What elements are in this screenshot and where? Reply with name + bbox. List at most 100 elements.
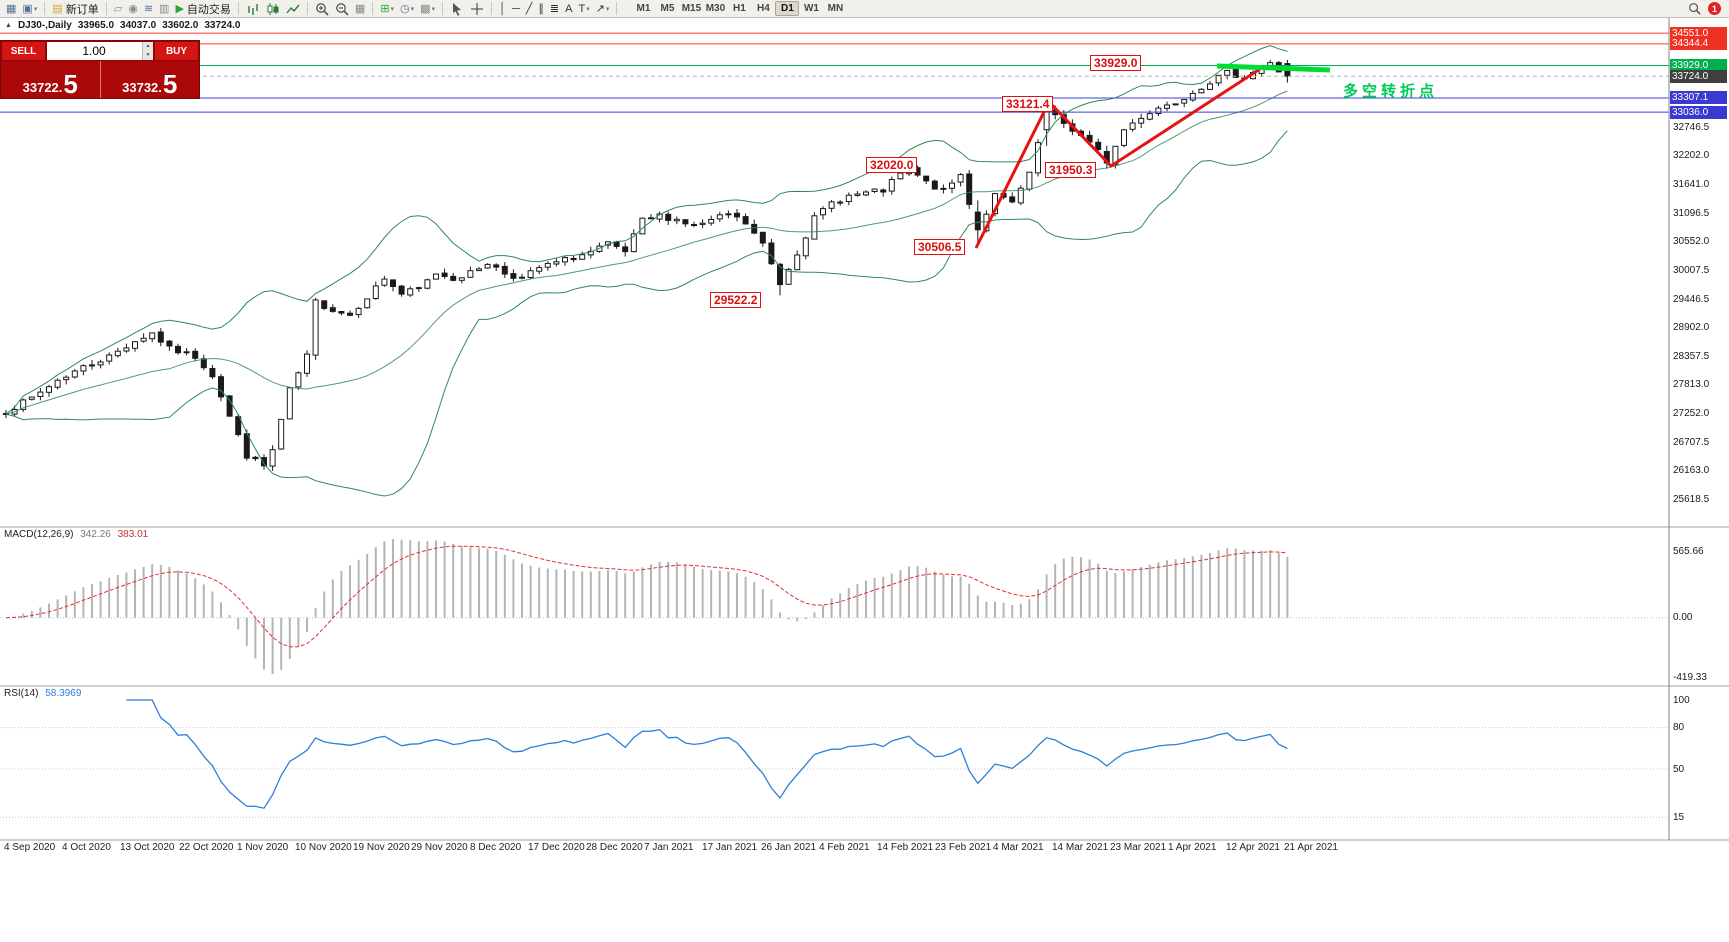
fibonacci-icon[interactable]: ≣	[549, 2, 560, 15]
arrow-tools-icon[interactable]: ↗ ▾	[595, 2, 610, 15]
bollinger-middle-band[interactable]	[5, 90, 1288, 415]
timeframe-h4[interactable]: H4	[751, 1, 775, 16]
time-axis-label: 1 Apr 2021	[1168, 842, 1217, 853]
lot-decrease-button[interactable]: ▼	[143, 51, 153, 60]
line-chart-icon[interactable]	[284, 1, 302, 17]
time-axis-label: 21 Apr 2021	[1284, 842, 1338, 853]
time-axis-label: 28 Dec 2020	[586, 842, 643, 853]
turning-point-note[interactable]: 多空转折点	[1343, 83, 1439, 100]
buy-price[interactable]: 33732. 5	[101, 61, 200, 98]
vertical-line-icon[interactable]: │	[499, 2, 506, 15]
time-axis-label: 14 Feb 2021	[877, 842, 934, 853]
period-icon[interactable]: ◷ ▾	[400, 2, 415, 15]
market-watch-icon[interactable]: ▱	[113, 2, 123, 15]
timeframe-mn[interactable]: MN	[823, 1, 847, 16]
price-axis-label-29446.5: 29446.5	[1673, 294, 1710, 305]
price-callout-33929.0[interactable]: 33929.0	[1090, 55, 1142, 71]
search-icon[interactable]	[1686, 1, 1703, 17]
tile-windows-icon[interactable]: ▦	[354, 2, 366, 15]
terminal-icon[interactable]: ▥	[159, 2, 170, 15]
main-price-panel	[3, 45, 1291, 497]
toolbar-right-group: 1	[1685, 1, 1726, 17]
new-chart-icon[interactable]: ▦	[6, 2, 17, 15]
trendline-icon[interactable]: ╱	[525, 2, 533, 15]
time-axis-label: 23 Feb 2021	[935, 842, 992, 853]
macd-value-main: 342.26	[80, 529, 111, 540]
sell-price[interactable]: 33722. 5	[1, 61, 101, 98]
ohlc-high: 34037.0	[120, 20, 157, 31]
macd-axis-label-0.00: 0.00	[1673, 612, 1693, 623]
timeframe-m30[interactable]: M30	[703, 1, 727, 16]
time-axis-label: 7 Jan 2021	[644, 842, 694, 853]
time-axis-label: 17 Dec 2020	[528, 842, 585, 853]
navigator-icon[interactable]: ≋	[143, 2, 154, 15]
toolbar-separator	[44, 2, 46, 15]
rsi-line	[126, 699, 1288, 809]
toolbar-separator	[491, 2, 493, 15]
rsi-indicator-label: RSI(14) 58.3969	[4, 688, 81, 699]
price-callout-30506.5[interactable]: 30506.5	[914, 239, 966, 255]
turning-point-level-line[interactable]	[1216, 63, 1331, 73]
ohlc-close: 33724.0	[204, 20, 241, 31]
price-callout-33121.4[interactable]: 33121.4	[1002, 96, 1054, 112]
macd-indicator-label: MACD(12,26,9) 342.26 383.01	[4, 529, 148, 540]
candlestick-series	[3, 59, 1291, 471]
time-axis-label: 4 Oct 2020	[62, 842, 111, 853]
time-axis-label: 14 Mar 2021	[1052, 842, 1109, 853]
autotrading-button[interactable]: ▶ 自动交易	[175, 2, 231, 16]
price-callout-32020.0[interactable]: 32020.0	[866, 157, 918, 173]
zoom-out-icon[interactable]	[333, 1, 351, 17]
timeframe-d1[interactable]: D1	[775, 1, 800, 16]
timeframe-m5[interactable]: M5	[655, 1, 679, 16]
timeframe-m1[interactable]: M1	[631, 1, 655, 16]
lot-increase-button[interactable]: ▲	[143, 42, 153, 51]
macd-axis-label-565.66: 565.66	[1673, 546, 1704, 557]
price-axis-label-27252.0: 27252.0	[1673, 408, 1710, 419]
macd-axis-label--419.33: -419.33	[1673, 672, 1707, 683]
horizontal-line-icon[interactable]: ─	[511, 2, 520, 15]
price-callout-29522.2[interactable]: 29522.2	[710, 292, 762, 308]
crosshair-icon[interactable]	[468, 1, 486, 17]
bollinger-lower-band[interactable]	[5, 130, 1288, 497]
zoom-in-icon[interactable]	[313, 1, 331, 17]
chart-profiles-icon[interactable]: ▣ ▾	[22, 2, 38, 15]
sell-price-main: 33722.	[22, 79, 63, 95]
toolbar: ▦ ▣ ▾ ▤ 新订单 ▱ ◉ ≋ ▥ ▶ 自动交易 ▦ ⊞ ▾ ◷ ▾ ▩ ▾ │ ─ ╱ ∥ ≣ A T ▾ ↗ ▾ M1 M5 M15…	[0, 0, 1729, 18]
candle-chart-icon[interactable]	[264, 1, 282, 17]
timeframe-w1[interactable]: W1	[799, 1, 823, 16]
data-window-icon[interactable]: ◉	[128, 2, 138, 15]
bar-chart-icon[interactable]	[244, 1, 262, 17]
price-axis-label-26707.5: 26707.5	[1673, 437, 1710, 448]
buy-price-big-digit: 5	[162, 68, 178, 99]
text-icon[interactable]: A	[565, 2, 573, 15]
macd-name: MACD(12,26,9)	[4, 529, 74, 540]
template-icon[interactable]: ▩ ▾	[420, 2, 436, 15]
channel-icon[interactable]: ∥	[538, 2, 544, 15]
notification-badge[interactable]: 1	[1708, 2, 1721, 15]
price-axis-label-34551.0: 34551.0	[1670, 27, 1727, 40]
price-axis-label-26163.0: 26163.0	[1673, 465, 1710, 476]
macd-histogram	[13, 539, 1289, 674]
time-axis-label: 23 Mar 2021	[1110, 842, 1167, 853]
new-order-button[interactable]: ▤ 新订单	[52, 2, 99, 16]
cursor-icon[interactable]	[448, 1, 466, 17]
price-axis-label-33307.1: 33307.1	[1670, 91, 1727, 104]
trend-zigzag-line[interactable]	[974, 65, 1264, 249]
price-callout-31950.3[interactable]: 31950.3	[1045, 162, 1097, 178]
sell-button[interactable]: SELL	[1, 41, 46, 61]
bollinger-upper-band[interactable]	[5, 45, 1288, 415]
lot-size-input[interactable]	[47, 42, 153, 60]
indicators-icon[interactable]: ⊞ ▾	[380, 2, 395, 15]
lot-spinner: ▲ ▼	[142, 42, 153, 60]
time-axis-label: 8 Dec 2020	[470, 842, 522, 853]
macd-signal-line	[5, 545, 1288, 648]
one-click-trading-panel: SELL ▲ ▼ BUY 33722. 5 33732. 5	[0, 40, 200, 99]
timeframe-h1[interactable]: H1	[727, 1, 751, 16]
buy-button[interactable]: BUY	[154, 41, 199, 61]
label-icon[interactable]: T ▾	[578, 2, 590, 15]
time-axis-label: 19 Nov 2020	[353, 842, 410, 853]
time-axis-label: 12 Apr 2021	[1226, 842, 1280, 853]
buy-price-main: 33732.	[122, 79, 162, 95]
timeframe-m15[interactable]: M15	[679, 1, 703, 16]
